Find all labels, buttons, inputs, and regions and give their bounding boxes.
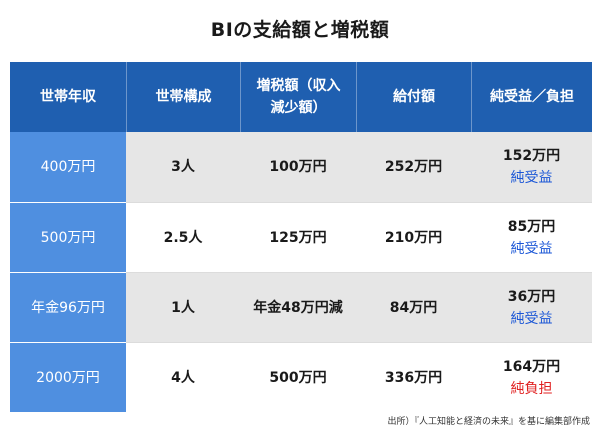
household-cell: 3人 (126, 132, 240, 202)
header-net-result: 純受益／負担 (471, 62, 592, 132)
net-label: 純受益 (510, 310, 553, 327)
income-cell: 年金96万円 (10, 272, 126, 342)
tax-increase-cell: 125万円 (240, 202, 356, 272)
income-cell: 400万円 (10, 132, 126, 202)
net-result-cell: 85万円 純受益 (471, 202, 592, 272)
source-note: 出所）『人工知能と経済の未来』を基に編集部作成 (387, 417, 590, 427)
household-cell: 1人 (126, 272, 240, 342)
income-cell: 500万円 (10, 202, 126, 272)
net-amount: 36万円 (507, 288, 556, 305)
net-amount: 85万円 (507, 218, 556, 235)
benefit-cell: 252万円 (356, 132, 471, 202)
benefit-cell: 84万円 (356, 272, 471, 342)
net-result-cell: 36万円 純受益 (471, 272, 592, 342)
net-result-cell: 152万円 純受益 (471, 132, 592, 202)
header-household-size: 世帯構成 (126, 62, 240, 132)
table-row: 400万円 3人 100万円 252万円 152万円 純受益 (10, 132, 592, 202)
table-row: 年金96万円 1人 年金48万円減 84万円 36万円 純受益 (10, 272, 592, 342)
net-label: 純受益 (510, 170, 553, 186)
benefit-cell: 336万円 (356, 342, 471, 412)
table-row: 500万円 2.5人 125万円 210万円 85万円 純受益 (10, 202, 592, 272)
bi-comparison-table: 世帯年収 世帯構成 増税額（収入減少額） 給付額 純受益／負担 400万円 3人… (10, 62, 592, 412)
net-amount: 164万円 (502, 358, 561, 375)
household-cell: 2.5人 (126, 202, 240, 272)
table-title: BIの支給額と増税額 (210, 19, 390, 41)
net-label: 純負担 (510, 380, 553, 397)
header-benefit: 給付額 (356, 62, 471, 132)
tax-increase-cell: 500万円 (240, 342, 356, 412)
table-header-row: 世帯年収 世帯構成 増税額（収入減少額） 給付額 純受益／負担 (10, 62, 592, 132)
net-label: 純受益 (510, 240, 553, 257)
benefit-cell: 210万円 (356, 202, 471, 272)
net-result-cell: 164万円 純負担 (471, 342, 592, 412)
header-tax-increase: 増税額（収入減少額） (240, 62, 356, 132)
tax-increase-cell: 年金48万円減 (240, 272, 356, 342)
household-cell: 4人 (126, 342, 240, 412)
net-amount: 152万円 (502, 148, 561, 164)
income-cell: 2000万円 (10, 342, 126, 412)
tax-increase-cell: 100万円 (240, 132, 356, 202)
table-row: 2000万円 4人 500万円 336万円 164万円 純負担 (10, 342, 592, 412)
header-household-income: 世帯年収 (40, 89, 96, 105)
